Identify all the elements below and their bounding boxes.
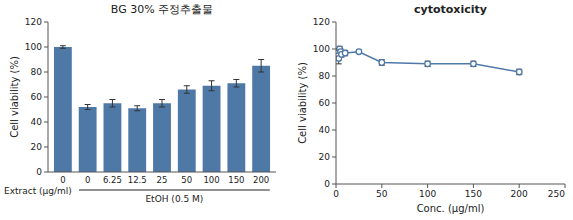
error-bar [109,100,115,108]
y-tick-label: 0 [324,179,330,189]
error-bar [159,100,165,108]
x-tick-label: 200 [253,175,269,185]
bar [128,108,146,172]
x-tick [565,184,566,188]
error-bar [184,86,190,94]
x-tick-label: 0 [333,189,339,199]
y-tick-label: 0 [36,167,42,177]
y-tick-label: 120 [313,17,330,27]
x-tick-label: 0 [85,175,90,185]
y-tick [332,130,336,131]
x-tick-label: 100 [203,175,219,185]
bar [153,103,171,172]
x-tick-label: 150 [465,189,482,199]
x-tick [519,184,520,188]
point [516,69,522,75]
error-bar [134,106,140,111]
bar [203,86,221,172]
bar [178,90,196,173]
y-axis-label: Cell viability (%) [297,62,308,144]
error-bar [233,80,239,88]
error-bar [209,81,215,91]
point [379,60,385,66]
error-bar [516,69,522,74]
y-tick [44,172,48,173]
line [337,49,519,72]
y-tick [44,147,48,148]
x-tick [473,184,474,188]
bar [104,103,122,172]
x-tick-label: 50 [376,189,388,199]
x-axis-line [48,172,276,173]
y-tick [44,22,48,23]
x-tick-label: 250 [548,189,565,199]
bracket [79,190,270,191]
y-tick-label: 80 [319,71,331,81]
y-tick-label: 40 [31,117,43,127]
y-tick-label: 20 [319,152,331,162]
bar [79,107,97,172]
y-tick-label: 40 [319,125,331,135]
y-tick-label: 60 [31,92,43,102]
bar [252,66,270,172]
chart-root: BG 30% 주정추출물 0 20 40 60 80 100 120 Cell viabilit… [0,0,573,220]
x-tick-label: 50 [181,175,192,185]
y-tick-label: 20 [31,142,43,152]
y-tick [332,22,336,23]
bar [54,47,72,172]
error-bar [85,105,91,110]
point [356,49,362,55]
title: cytotoxicity [414,3,487,16]
y-tick-label: 120 [25,17,42,27]
y-tick [44,122,48,123]
annotation: EtOH (0.5 M) [145,194,203,204]
y-tick [332,49,336,50]
marks [54,46,270,172]
x-tick-label: 200 [511,189,528,199]
line-panel: cytotoxicity050100150200250Conc. (μg/ml)… [297,3,565,214]
annotation: Extract (μg/ml) [4,186,72,196]
y-tick [332,76,336,77]
y-tick [332,157,336,158]
x-tick [381,184,382,188]
x-tick-label: 12.5 [128,175,147,185]
y-tick [44,97,48,98]
y-tick [332,184,336,185]
x-axis-line [336,184,565,185]
error-bar [258,60,264,73]
error-bar [425,61,431,66]
bar-panel: BG 30% 주정추출물 0 20 40 60 80 100 120 Cell viabilit… [4,3,276,204]
point [342,50,348,56]
error-bar [60,46,66,49]
y-tick-label: 80 [31,67,43,77]
x-tick-label: 100 [419,189,436,199]
point [471,61,477,67]
y-axis-label: Cell viability (%) [9,56,20,138]
marks [336,46,522,75]
x-axis-label: Conc. (μg/ml) [417,203,485,214]
x-tick [336,184,337,188]
y-tick-label: 100 [25,42,42,52]
error-bar [342,50,348,55]
error-bar [470,61,476,66]
x-tick [427,184,428,188]
title: BG 30% 주정추출물 [111,3,213,16]
bar [227,83,245,172]
x-tick-label: 25 [157,175,168,185]
y-tick [332,103,336,104]
x-tick-label: 150 [228,175,244,185]
y-tick [44,72,48,73]
y-tick-label: 100 [313,44,330,54]
point [425,61,431,67]
x-tick-label: 6.25 [103,175,122,185]
x-tick-label: 0 [60,175,65,185]
error-bar [379,60,385,65]
y-tick-label: 60 [319,98,331,108]
y-tick [44,47,48,48]
